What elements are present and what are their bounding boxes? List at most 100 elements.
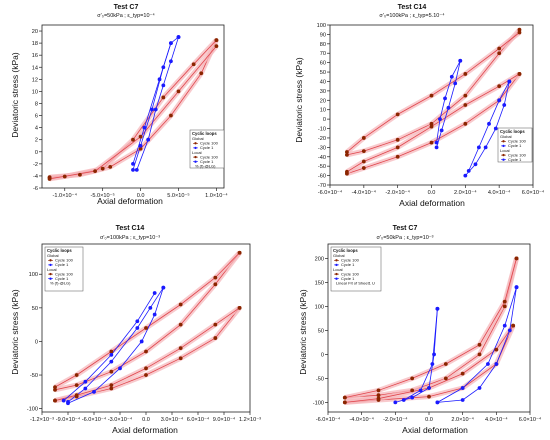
data-point-cycle-100 bbox=[376, 396, 381, 401]
legend-entry: Cycle 1 bbox=[200, 159, 214, 164]
y-tick-label: 50 bbox=[320, 70, 326, 76]
data-point-cycle-1 bbox=[139, 339, 144, 344]
data-point-cycle-1 bbox=[493, 126, 498, 131]
legend-marker bbox=[49, 277, 52, 280]
x-tick-label: 0.0 bbox=[137, 193, 145, 199]
legend-entry: Cycle 1 bbox=[341, 276, 355, 281]
data-point-cycle-1 bbox=[161, 65, 166, 70]
y-tick-label: -40 bbox=[318, 155, 326, 161]
data-point-cycle-100 bbox=[511, 323, 516, 328]
legend-entry: Cycle 1 bbox=[508, 143, 522, 148]
data-point-cycle-100 bbox=[93, 169, 97, 173]
data-point-cycle-100 bbox=[144, 326, 148, 330]
chart-title: Test C14 bbox=[398, 4, 427, 11]
legend-entry: Cycle 100 bbox=[200, 141, 219, 146]
legend-entry: Cycle 1 bbox=[341, 262, 355, 267]
data-point-cycle-100 bbox=[460, 371, 465, 376]
data-point-cycle-1 bbox=[473, 162, 478, 167]
x-tick-label: 0.0 bbox=[428, 190, 436, 196]
y-tick-label: 2 bbox=[35, 138, 38, 144]
data-point-cycle-100 bbox=[429, 124, 434, 129]
chart-title: Test C14 bbox=[116, 225, 145, 232]
plot-area: -1.2×10⁻³ -9.0×10⁻⁴ -6.0×10⁻⁴ -3.0×10⁻⁴ 0.0 3… bbox=[27, 243, 261, 423]
y-tick-label: 0 bbox=[35, 339, 38, 345]
legend-marker bbox=[502, 158, 505, 161]
y-tick-label: -50 bbox=[30, 373, 38, 379]
data-point-cycle-1 bbox=[92, 389, 96, 394]
legend-entry: Cycle 1 bbox=[55, 262, 69, 267]
data-point-cycle-100 bbox=[108, 164, 113, 169]
data-point-cycle-100 bbox=[395, 154, 400, 159]
data-point-cycle-100 bbox=[213, 282, 218, 287]
data-point-cycle-1 bbox=[131, 161, 135, 166]
data-point-cycle-100 bbox=[463, 93, 468, 98]
data-point-cycle-100 bbox=[395, 145, 400, 150]
data-point-cycle-100 bbox=[178, 356, 183, 361]
y-tick-label: 30 bbox=[320, 89, 326, 95]
x-axis-label: Axial deformation bbox=[97, 196, 163, 206]
y-tick-label: -60 bbox=[318, 174, 326, 180]
y-tick-label: 100 bbox=[315, 304, 324, 310]
plot-area: -1.0×10⁻⁴ -5.0×10⁻⁵ 0.0 5.0×10⁻⁵ 1.0×10⁻⁴ -6 -… bbox=[32, 24, 228, 199]
legend-entry: Cycle 1 bbox=[55, 276, 69, 281]
data-point-cycle-100 bbox=[178, 302, 183, 307]
data-point-cycle-1 bbox=[435, 400, 440, 405]
data-point-cycle-100 bbox=[427, 394, 431, 399]
y-tick-label: 0 bbox=[323, 117, 326, 123]
y-tick-label: 150 bbox=[315, 280, 324, 286]
data-point-cycle-1 bbox=[157, 77, 162, 82]
series-line-cycle-1 bbox=[136, 36, 179, 171]
chart-title: Test C7 bbox=[393, 225, 418, 232]
legend-box bbox=[44, 246, 84, 292]
legend-group-header: Local bbox=[47, 267, 57, 272]
legend-marker bbox=[194, 142, 197, 145]
data-point-cycle-100 bbox=[138, 134, 143, 139]
plot-area: -6.0×10⁻⁴ -4.0×10⁻⁴ -2.0×10⁻⁴ 0.0 2.0×10⁻⁴ 4.… bbox=[317, 23, 545, 196]
data-point-cycle-1 bbox=[152, 291, 157, 295]
legend-entry: % (f)-@LG) bbox=[50, 281, 71, 286]
legend-marker bbox=[49, 263, 52, 267]
data-point-cycle-1 bbox=[458, 58, 463, 63]
x-tick-label: 5.0×10⁻⁵ bbox=[167, 192, 190, 199]
data-point-cycle-1 bbox=[463, 173, 468, 178]
data-point-cycle-1 bbox=[434, 145, 439, 150]
y-tick-label: -30 bbox=[318, 145, 326, 151]
legend-group-header: Local bbox=[192, 150, 202, 155]
legend-marker bbox=[335, 259, 338, 262]
data-point-cycle-1 bbox=[439, 128, 444, 133]
data-point-cycle-100 bbox=[213, 336, 218, 340]
data-point-cycle-100 bbox=[213, 275, 218, 280]
series-line-cycle-100 bbox=[344, 325, 514, 403]
data-point-cycle-100 bbox=[214, 38, 219, 42]
legend-marker bbox=[194, 155, 197, 159]
legend-group-header: Global bbox=[192, 136, 204, 141]
data-point-cycle-100 bbox=[361, 159, 366, 164]
data-point-cycle-1 bbox=[146, 137, 151, 142]
data-point-cycle-100 bbox=[429, 140, 434, 145]
x-tick-label: 9.0×10⁻⁴ bbox=[213, 416, 236, 423]
data-point-cycle-1 bbox=[135, 326, 140, 330]
x-tick-label: -6.0×10⁻⁴ bbox=[316, 416, 341, 423]
y-tick-label: -10 bbox=[318, 127, 326, 133]
data-point-cycle-100 bbox=[47, 177, 52, 181]
y-tick-label: -6 bbox=[33, 186, 38, 192]
legend-title: Cyclic loops bbox=[192, 131, 217, 136]
x-tick-label: -1.2×10⁻³ bbox=[30, 417, 54, 423]
data-point-cycle-1 bbox=[507, 79, 512, 84]
data-point-cycle-100 bbox=[517, 27, 522, 32]
data-point-cycle-100 bbox=[345, 152, 349, 157]
y-tick-label: 8 bbox=[35, 101, 38, 107]
y-tick-label: 50 bbox=[318, 328, 324, 334]
data-point-cycle-100 bbox=[429, 121, 434, 126]
data-point-cycle-1 bbox=[427, 386, 431, 390]
y-tick-label: -70 bbox=[318, 183, 326, 189]
data-point-cycle-100 bbox=[410, 376, 415, 381]
data-point-cycle-1 bbox=[460, 386, 465, 390]
x-tick-label: 3.0×10⁻⁴ bbox=[161, 416, 184, 423]
data-point-cycle-100 bbox=[178, 322, 183, 327]
x-tick-label: -6.0×10⁻⁴ bbox=[82, 416, 107, 423]
data-point-cycle-1 bbox=[434, 140, 439, 145]
data-point-cycle-1 bbox=[507, 328, 512, 333]
data-point-cycle-1 bbox=[83, 386, 88, 391]
data-point-cycle-100 bbox=[214, 44, 219, 49]
